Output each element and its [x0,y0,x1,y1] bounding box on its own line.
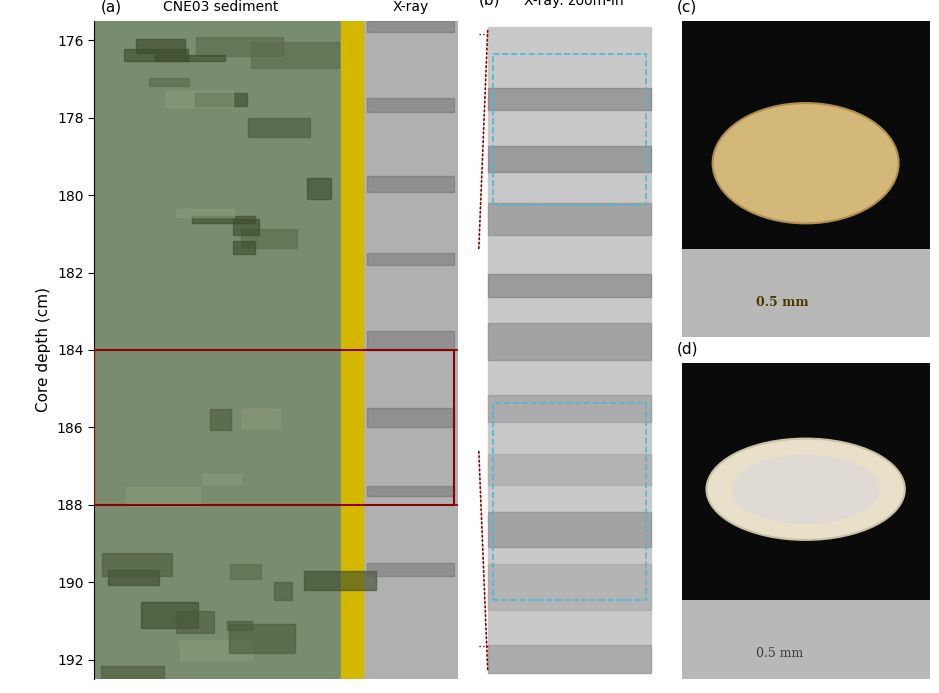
Bar [366,253,454,265]
Bar [229,624,295,653]
Bar [192,216,255,223]
Text: CNE03 sediment: CNE03 sediment [163,0,279,14]
Text: (c): (c) [677,0,697,15]
Bar [251,42,339,68]
Text: (d): (d) [677,341,699,356]
Bar [209,410,231,430]
Bar [493,54,646,205]
Bar [204,474,241,484]
Bar [487,564,652,610]
Bar [101,667,164,687]
Bar [233,218,259,235]
Text: X-ray: X-ray [393,0,428,14]
Bar [227,621,252,631]
Bar [487,274,652,297]
Bar [487,455,652,485]
Bar [177,209,234,217]
Bar [136,39,185,53]
Ellipse shape [713,103,899,223]
Bar [108,570,159,585]
Bar [177,611,214,633]
Bar [304,572,377,590]
Ellipse shape [706,439,905,540]
Bar [180,640,252,660]
Bar [94,350,454,505]
Bar [241,229,297,247]
Bar [366,176,454,191]
Bar [341,21,363,679]
Bar [487,395,652,422]
Bar [306,178,331,199]
Bar [366,563,454,577]
Bar [366,486,454,496]
Bar [487,146,652,173]
Y-axis label: Core depth (cm): Core depth (cm) [37,288,52,412]
Text: (a): (a) [101,0,122,14]
Text: X-ray: zoom-in: X-ray: zoom-in [524,0,623,8]
Bar [241,409,280,428]
Bar [127,487,200,506]
Bar [196,37,283,56]
Text: 0.5 mm: 0.5 mm [756,296,808,308]
Bar [682,249,930,337]
Text: (b): (b) [479,0,500,8]
Ellipse shape [731,455,880,524]
Bar [493,403,646,600]
Bar [487,203,652,235]
Bar [124,49,189,61]
Bar [363,21,457,679]
Bar [682,600,930,679]
Bar [366,98,454,112]
Bar [102,553,172,577]
Bar [94,21,356,679]
Bar [366,408,454,427]
Bar [366,21,454,33]
Bar [141,602,198,628]
Bar [487,645,652,672]
Bar [487,511,652,547]
Bar [155,55,225,62]
Bar [487,88,652,109]
Bar [487,324,652,360]
Bar [149,78,189,86]
Bar [165,91,234,107]
Bar [195,93,247,106]
Bar [248,118,310,137]
Bar [273,582,292,599]
Bar [230,564,261,579]
Bar [366,331,454,350]
Bar [233,241,255,254]
Text: 0.5 mm: 0.5 mm [756,647,803,660]
